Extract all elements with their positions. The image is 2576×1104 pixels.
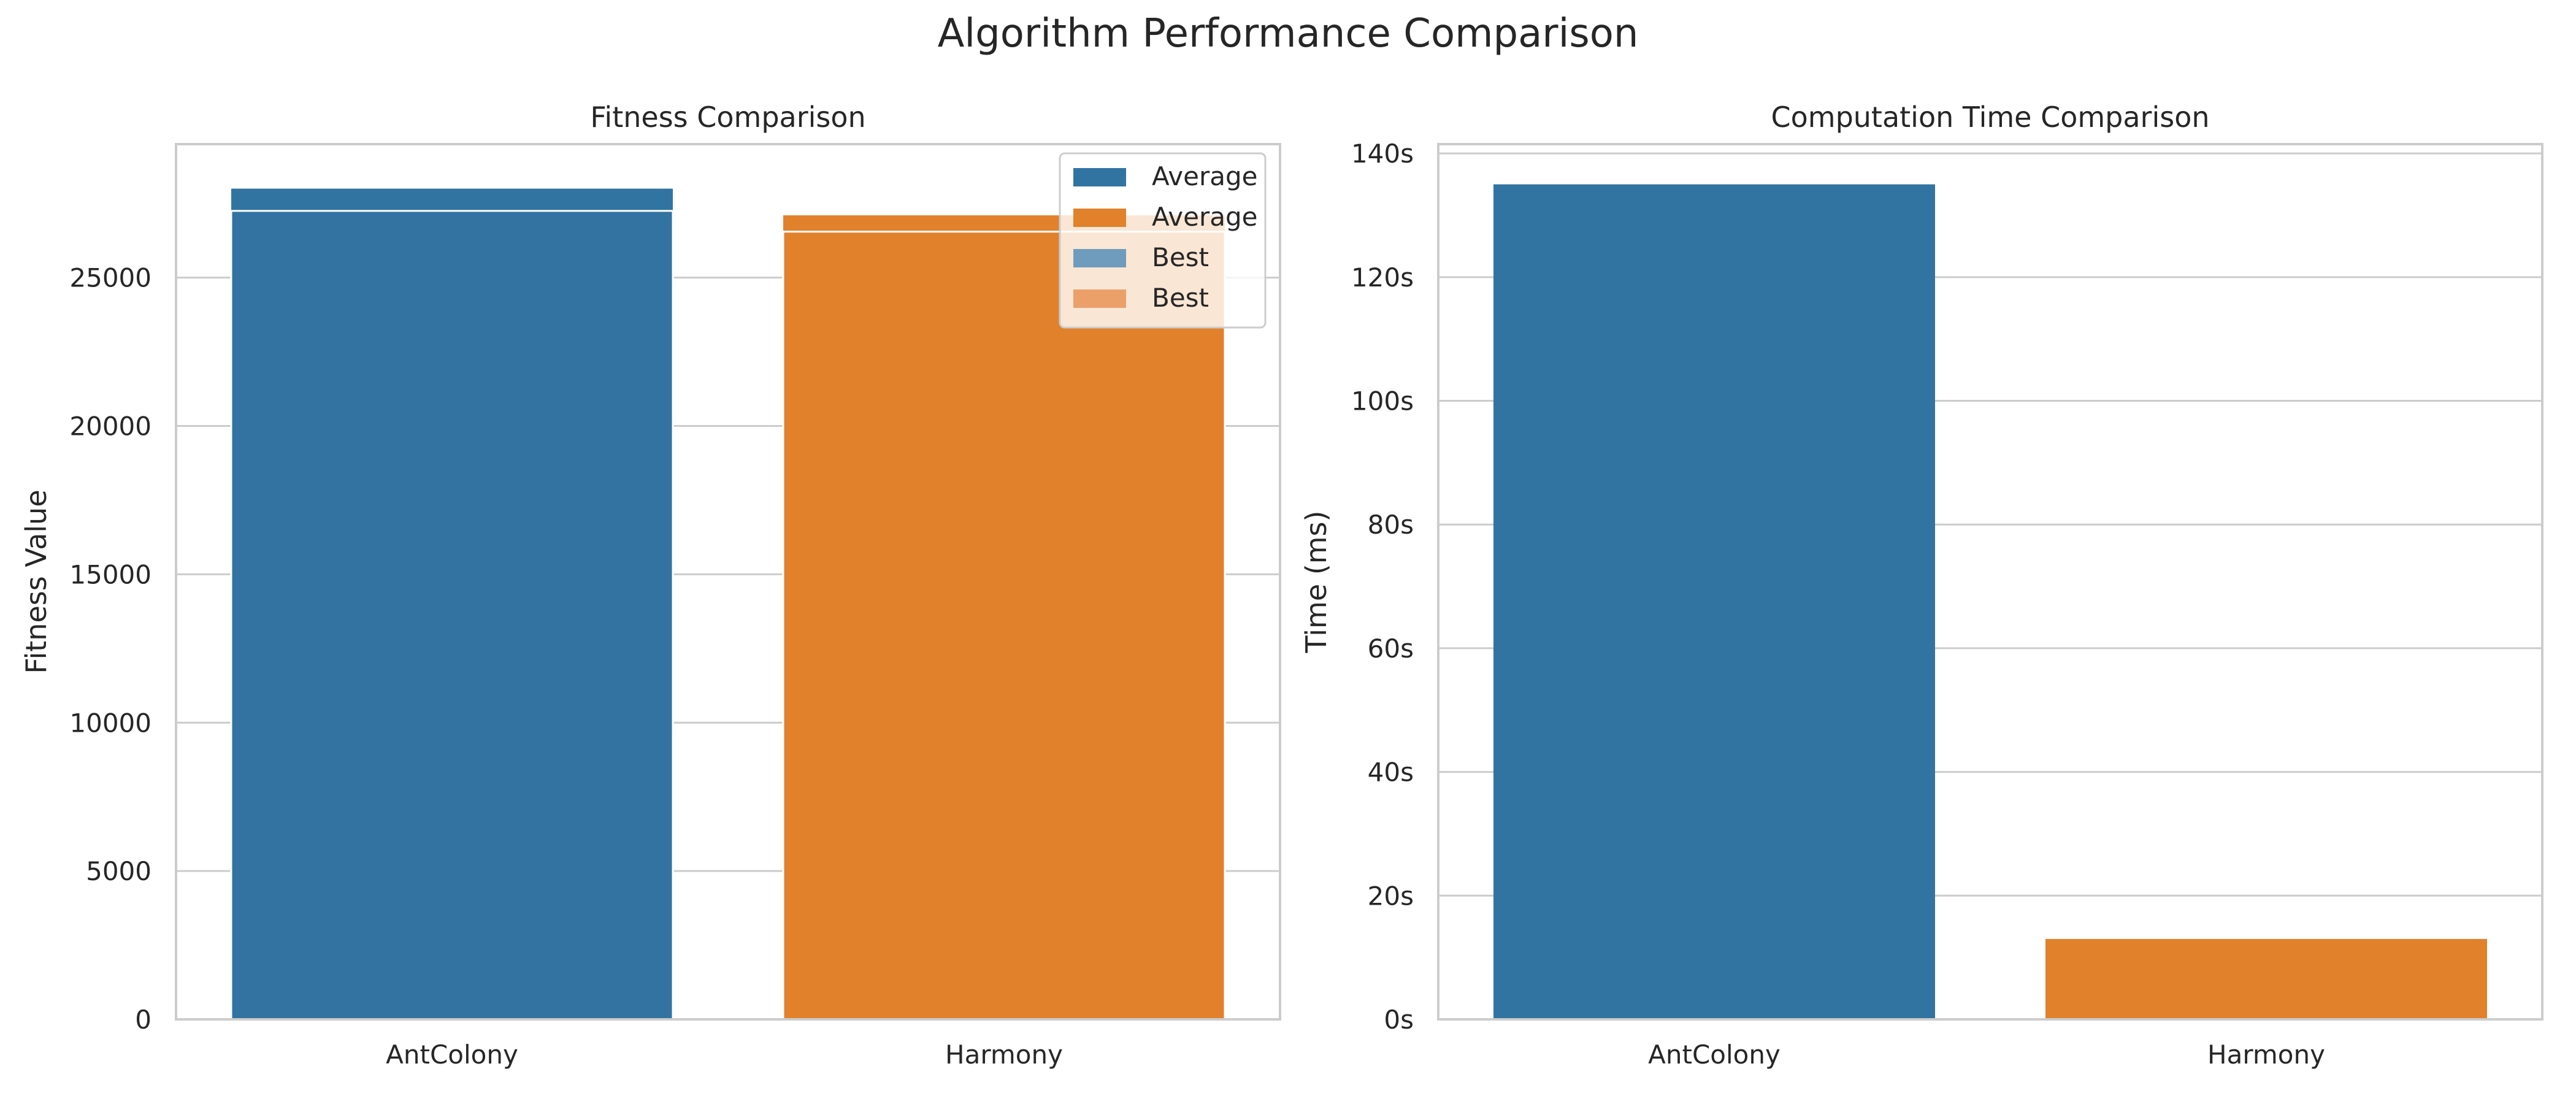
legend-label: Best	[1152, 242, 1209, 272]
legend-swatch	[1073, 209, 1126, 227]
subplot-title: Computation Time Comparison	[1771, 101, 2210, 134]
y-tick-label: 40s	[1368, 757, 1414, 788]
y-tick-label: 120s	[1351, 263, 1414, 293]
y-tick-label: 20000	[69, 412, 151, 442]
y-axis-label: Fitness Value	[20, 489, 53, 673]
y-tick-label: 60s	[1368, 634, 1414, 664]
bar-best-antcolony	[230, 210, 674, 1021]
bar-best-harmony	[782, 231, 1226, 1021]
legend-label: Best	[1152, 283, 1209, 313]
legend-box	[1059, 152, 1267, 329]
y-tick-label: 20s	[1368, 881, 1414, 911]
y-tick-label: 25000	[69, 263, 151, 293]
subplot-title: Fitness Comparison	[590, 101, 865, 134]
y-tick-label: 15000	[69, 559, 151, 589]
legend-swatch	[1073, 289, 1126, 308]
bar-harmony	[2045, 938, 2487, 1019]
bar-antcolony	[1493, 184, 1935, 1019]
x-tick-label: AntColony	[1648, 1040, 1781, 1070]
y-tick-label: 0	[135, 1005, 151, 1035]
x-tick-label: Harmony	[2207, 1040, 2325, 1070]
figure-title: Algorithm Performance Comparison	[937, 11, 1639, 56]
legend-label: Average	[1152, 161, 1257, 191]
legend-label: Average	[1152, 202, 1257, 232]
y-tick-label: 140s	[1351, 139, 1414, 169]
x-tick-label: Harmony	[945, 1040, 1063, 1070]
axes-frame	[175, 143, 1281, 1021]
y-tick-label: 100s	[1351, 386, 1414, 416]
legend-swatch	[1073, 168, 1126, 186]
y-tick-label: 10000	[69, 708, 151, 738]
y-tick-label: 0s	[1384, 1005, 1414, 1035]
axes-frame	[1437, 143, 2543, 1021]
y-axis-label: Time (ms)	[1300, 511, 1333, 654]
y-tick-label: 5000	[86, 856, 151, 886]
x-tick-label: AntColony	[386, 1040, 518, 1070]
y-tick-label: 80s	[1368, 510, 1414, 540]
legend-swatch	[1073, 249, 1126, 267]
